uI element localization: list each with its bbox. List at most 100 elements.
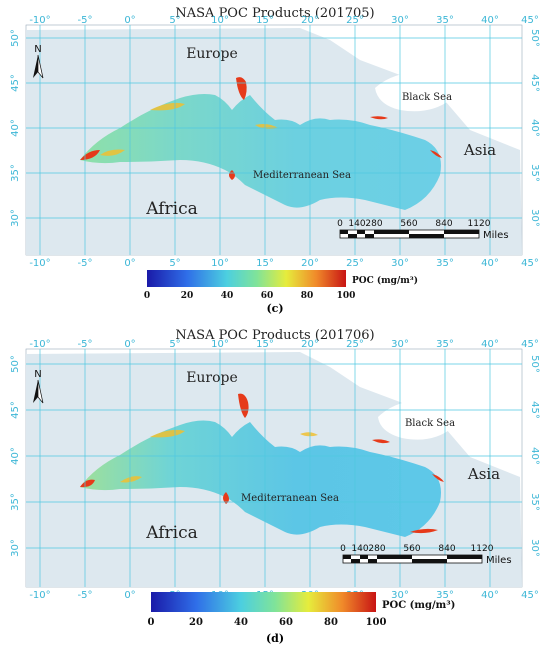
svg-text:0°: 0°	[124, 590, 135, 601]
svg-text:20: 20	[189, 617, 203, 628]
map-title: NASA POC Products (201705)	[175, 6, 374, 21]
svg-text:100: 100	[337, 291, 356, 300]
svg-text:45°: 45°	[521, 258, 539, 269]
svg-text:10°: 10°	[211, 339, 229, 350]
graticule	[26, 349, 522, 587]
svg-text:35°: 35°	[436, 590, 454, 601]
svg-text:50°: 50°	[10, 29, 21, 47]
svg-text:1120: 1120	[471, 544, 494, 554]
figure-caption-c: (c)	[266, 302, 284, 315]
lon-ticks-top: -10° -5° 0° 5° 10° 15° 20° 25° 30° 35° 40° 45°	[29, 15, 539, 26]
map-panel-c: NASA POC Products (201705) -10° -5° 0° 5°	[0, 0, 550, 318]
svg-text:25°: 25°	[346, 339, 364, 350]
svg-text:15°: 15°	[256, 258, 274, 269]
svg-text:0: 0	[340, 544, 346, 554]
svg-text:N: N	[34, 369, 41, 380]
svg-text:Miles: Miles	[486, 555, 512, 566]
svg-text:5°: 5°	[169, 258, 180, 269]
svg-text:-10°: -10°	[29, 590, 50, 601]
svg-text:35°: 35°	[436, 15, 454, 26]
svg-text:40: 40	[234, 617, 248, 628]
svg-text:20: 20	[181, 291, 194, 300]
svg-text:100: 100	[366, 617, 387, 628]
svg-text:15°: 15°	[256, 15, 274, 26]
svg-text:80: 80	[324, 617, 338, 628]
svg-text:40°: 40°	[481, 15, 499, 26]
label-black-sea: Black Sea	[405, 418, 455, 429]
svg-text:40: 40	[221, 291, 234, 300]
svg-text:40°: 40°	[481, 258, 499, 269]
svg-text:30°: 30°	[391, 258, 409, 269]
svg-text:20°: 20°	[301, 258, 319, 269]
svg-text:5°: 5°	[169, 339, 180, 350]
svg-text:40°: 40°	[529, 119, 540, 137]
map-figure-d: NASA POC Products (201706) -10° -5° 0° 5° …	[10, 328, 540, 628]
svg-text:45°: 45°	[521, 339, 539, 350]
svg-text:1120: 1120	[468, 219, 491, 229]
north-arrow-icon: N	[33, 369, 44, 404]
svg-text:20°: 20°	[301, 15, 319, 26]
svg-text:140: 140	[348, 219, 365, 229]
svg-text:60: 60	[279, 617, 293, 628]
svg-text:-5°: -5°	[78, 590, 93, 601]
svg-text:45°: 45°	[529, 401, 540, 419]
svg-text:50°: 50°	[529, 29, 540, 47]
svg-text:50°: 50°	[10, 355, 21, 373]
svg-text:0: 0	[144, 291, 150, 300]
svg-text:0°: 0°	[124, 15, 135, 26]
svg-text:30°: 30°	[391, 590, 409, 601]
svg-text:-10°: -10°	[29, 258, 50, 269]
colorbar: 0 20 40 60 80 100 POC (mg/m³)	[148, 592, 455, 628]
svg-text:25°: 25°	[346, 15, 364, 26]
label-europe: Europe	[186, 370, 238, 386]
north-arrow-icon: N	[33, 44, 44, 79]
mediterranean-sea	[80, 420, 441, 537]
figure-caption-d: (d)	[265, 632, 285, 645]
svg-text:40°: 40°	[481, 339, 499, 350]
lon-ticks-top: -10° -5° 0° 5° 10° 15° 20° 25° 30° 35° 40° 45°	[29, 339, 539, 350]
svg-text:POC (mg/m³): POC (mg/m³)	[352, 275, 418, 286]
svg-text:560: 560	[400, 219, 417, 229]
svg-text:POC (mg/m³): POC (mg/m³)	[382, 600, 455, 611]
svg-text:0: 0	[337, 219, 343, 229]
svg-text:5°: 5°	[169, 15, 180, 26]
svg-text:15°: 15°	[256, 339, 274, 350]
svg-text:560: 560	[403, 544, 420, 554]
svg-text:-5°: -5°	[78, 15, 93, 26]
svg-text:30°: 30°	[10, 209, 21, 227]
svg-text:45°: 45°	[10, 74, 21, 92]
svg-text:0°: 0°	[124, 258, 135, 269]
svg-text:Miles: Miles	[483, 230, 509, 241]
svg-text:45°: 45°	[529, 74, 540, 92]
svg-text:45°: 45°	[10, 401, 21, 419]
label-asia: Asia	[463, 141, 496, 159]
svg-text:10°: 10°	[211, 15, 229, 26]
label-africa: Africa	[145, 199, 198, 219]
svg-text:35°: 35°	[436, 258, 454, 269]
lon-ticks-bottom: -10° -5° 0° 5° 10° 15° 20° 25° 30° 35° 40° 45°	[29, 258, 539, 269]
svg-text:45°: 45°	[521, 15, 539, 26]
black-sea	[375, 71, 451, 112]
svg-text:30°: 30°	[391, 15, 409, 26]
svg-text:40°: 40°	[481, 590, 499, 601]
svg-text:35°: 35°	[529, 164, 540, 182]
svg-text:10°: 10°	[211, 258, 229, 269]
svg-text:280: 280	[368, 544, 385, 554]
svg-text:840: 840	[438, 544, 455, 554]
svg-text:140: 140	[351, 544, 368, 554]
svg-text:25°: 25°	[346, 258, 364, 269]
svg-text:30°: 30°	[529, 209, 540, 227]
label-mediterranean-sea: Mediterranean Sea	[253, 170, 351, 181]
medium-poc-coast	[120, 429, 318, 483]
svg-text:30°: 30°	[10, 539, 21, 557]
mediterranean-sea	[80, 94, 441, 210]
graticule	[26, 25, 522, 255]
svg-text:35°: 35°	[436, 339, 454, 350]
svg-text:45°: 45°	[521, 590, 539, 601]
label-europe: Europe	[186, 46, 238, 62]
label-black-sea: Black Sea	[402, 92, 452, 103]
svg-text:20°: 20°	[301, 339, 319, 350]
colorbar: 0 20 40 60 80 100 POC (mg/m³)	[144, 270, 418, 300]
svg-text:60: 60	[261, 291, 274, 300]
map-figure-c: NASA POC Products (201705) -10° -5° 0° 5°	[10, 6, 540, 300]
